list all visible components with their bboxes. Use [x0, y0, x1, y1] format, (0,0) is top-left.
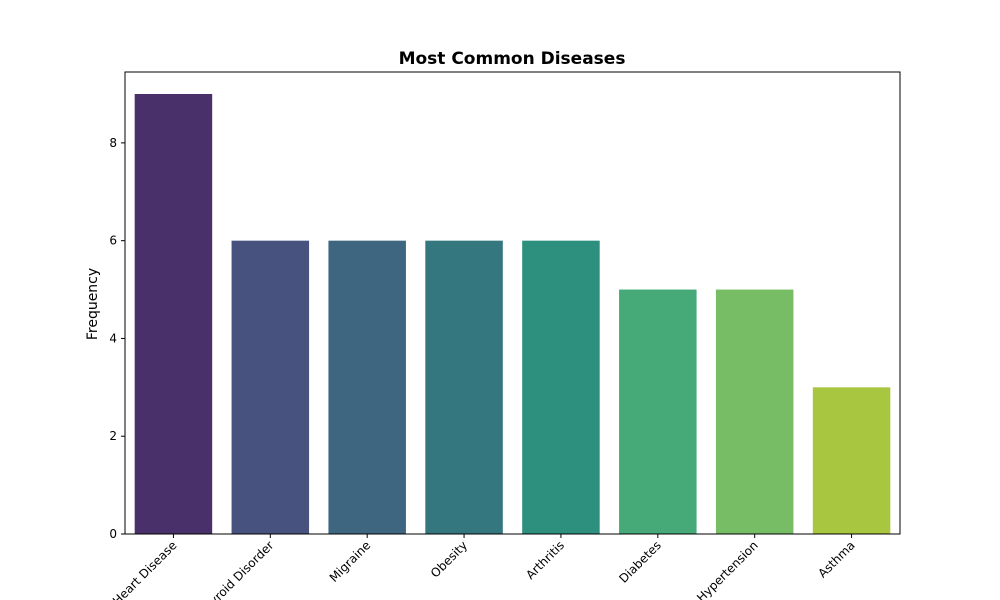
bar-arthritis [522, 240, 600, 534]
bar-hypertension [715, 289, 794, 534]
y-tick-label: 0 [109, 527, 117, 541]
y-tick-label: 8 [109, 136, 117, 150]
bar-asthma [812, 387, 891, 534]
x-tick-label: Heart Disease [110, 538, 180, 600]
x-tick-label: Obesity [428, 538, 470, 580]
x-tick-label: Diabetes [616, 538, 664, 586]
bar-obesity [425, 240, 503, 534]
bar-migraine [328, 240, 406, 534]
y-tick-label: 2 [109, 429, 117, 443]
bar-thyroid-disorder [231, 240, 310, 534]
chart-title: Most Common Diseases [399, 49, 626, 69]
bar-heart-disease [134, 94, 213, 534]
x-tick-label: Hypertension [694, 538, 761, 600]
x-tick-label: Thyroid Disorder [195, 538, 276, 600]
x-tick-label: Migraine [327, 538, 374, 585]
bar-diabetes [619, 289, 697, 534]
x-tick-label: Asthma [815, 538, 857, 580]
plot-frame [124, 71, 901, 535]
plot-area: Heart Disease Thyroid Disorder Migraine Obe… [109, 94, 891, 600]
y-tick-label: 4 [109, 331, 117, 345]
y-tick-label: 6 [109, 234, 117, 248]
y-axis-label: Frequency [85, 268, 101, 340]
x-tick-label: Arthritis [523, 538, 567, 582]
